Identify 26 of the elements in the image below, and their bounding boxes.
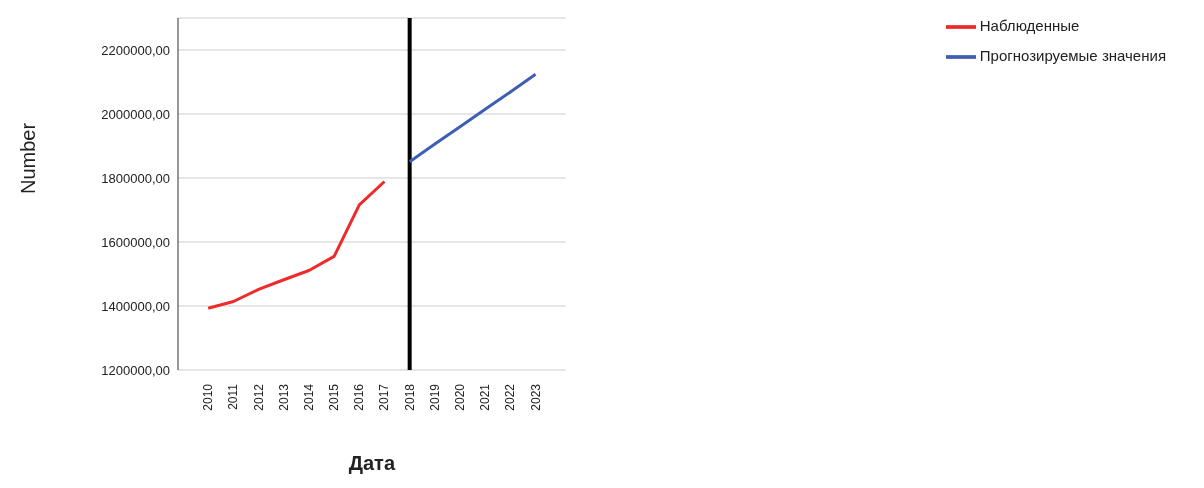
x-axis-title: Дата xyxy=(348,452,396,474)
y-tick-label: 1600000,00 xyxy=(101,234,170,250)
line-series xyxy=(408,72,538,164)
x-tick-label: 2010 xyxy=(201,383,216,411)
x-tick-label: 2018 xyxy=(402,383,417,411)
x-tick-label: 2013 xyxy=(276,383,291,411)
line-series xyxy=(206,180,386,310)
x-tick-label: 2022 xyxy=(503,383,518,411)
y-tick-label: 1200000,00 xyxy=(101,362,170,378)
x-tick-label: 2019 xyxy=(427,383,442,411)
x-tick-label: 2023 xyxy=(528,383,543,411)
x-tick-label: 2021 xyxy=(478,383,493,411)
y-tick-label: 2200000,00 xyxy=(101,42,170,58)
y-tick-label: 2000000,00 xyxy=(101,106,170,122)
y-tick-label: 1800000,00 xyxy=(101,170,170,186)
x-tick-label: 2015 xyxy=(327,383,342,411)
x-tick-label: 2011 xyxy=(226,383,241,410)
y-axis-title: Number xyxy=(17,122,40,194)
legend-label: Прогнозируемые значения xyxy=(979,46,1166,64)
y-tick-label: 1400000,00 xyxy=(101,298,170,314)
x-tick-label: 2014 xyxy=(301,383,316,411)
x-tick-label: 2016 xyxy=(352,383,367,411)
x-tick-label: 2017 xyxy=(377,383,392,411)
x-tick-label: 2020 xyxy=(453,383,468,411)
legend-label: Наблюденные xyxy=(979,16,1080,34)
x-tick-label: 2012 xyxy=(251,383,266,411)
